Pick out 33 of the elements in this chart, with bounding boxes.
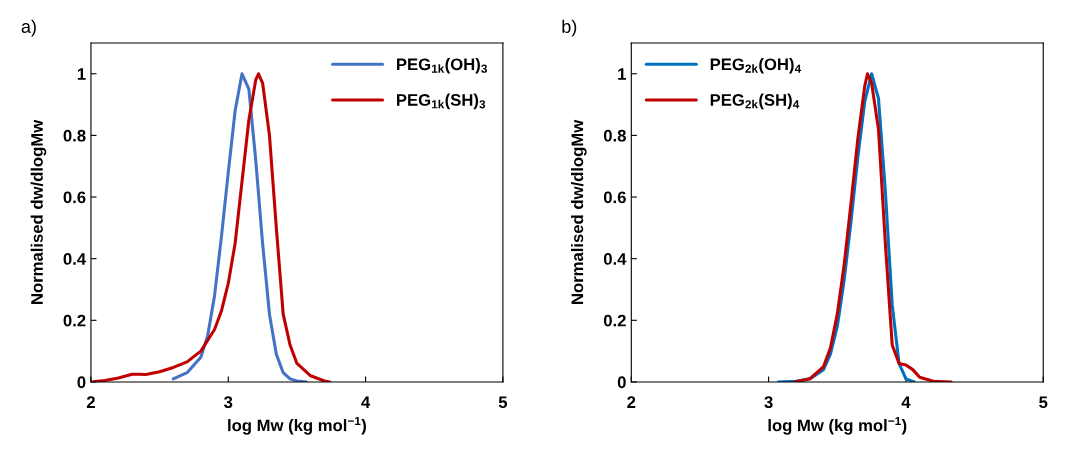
line-series	[171, 72, 309, 382]
x-tick-label: 2	[86, 396, 95, 408]
x-tick-label: 4	[361, 396, 371, 408]
x-tick-label: 5	[1039, 396, 1048, 409]
y-axis-title: Normalised dw/dlogMw	[571, 119, 587, 304]
y-tick-label: 0.8	[63, 129, 86, 142]
y-tick-label: 0.6	[63, 191, 86, 204]
x-tick-label: 3	[224, 396, 233, 409]
y-tick-label: 0	[617, 376, 626, 389]
legend-label: PEG$_{1k}$(SH)$_{3}$	[397, 93, 486, 110]
x-tick-label: 2	[627, 396, 636, 408]
y-tick-label: 0.8	[603, 129, 626, 142]
text: b)	[562, 19, 577, 37]
y-tick-label: 0.2	[603, 314, 626, 327]
legend-label: PEG$_{2k}$(SH)$_{4}$	[710, 93, 800, 110]
y-axis-title: Normalised dw/dlogMw	[30, 119, 47, 304]
x-tick-label: 3	[764, 396, 773, 409]
x-axis-title: log Mw (kg mol$^{−1}$)	[228, 416, 366, 435]
text: a)	[21, 19, 36, 37]
y-tick-label: 1	[77, 68, 86, 80]
legend-label: PEG$_{1k}$(OH)$_{3}$	[397, 57, 487, 74]
legend-label: PEG$_{2k}$(OH)$_{4}$	[710, 57, 802, 74]
y-tick-label: 1	[618, 68, 626, 80]
x-axis-title: log Mw (kg mol$^{−1}$)	[768, 416, 907, 435]
y-tick-label: 0.2	[63, 314, 86, 327]
line-series	[793, 72, 953, 382]
y-tick-label: 0.6	[603, 191, 626, 204]
y-tick-label: 0.4	[63, 253, 86, 265]
y-tick-label: 0.4	[603, 253, 627, 265]
line-series	[90, 72, 332, 382]
x-tick-label: 4	[901, 396, 911, 408]
x-tick-label: 5	[498, 396, 508, 409]
y-tick-label: 0	[77, 376, 86, 389]
